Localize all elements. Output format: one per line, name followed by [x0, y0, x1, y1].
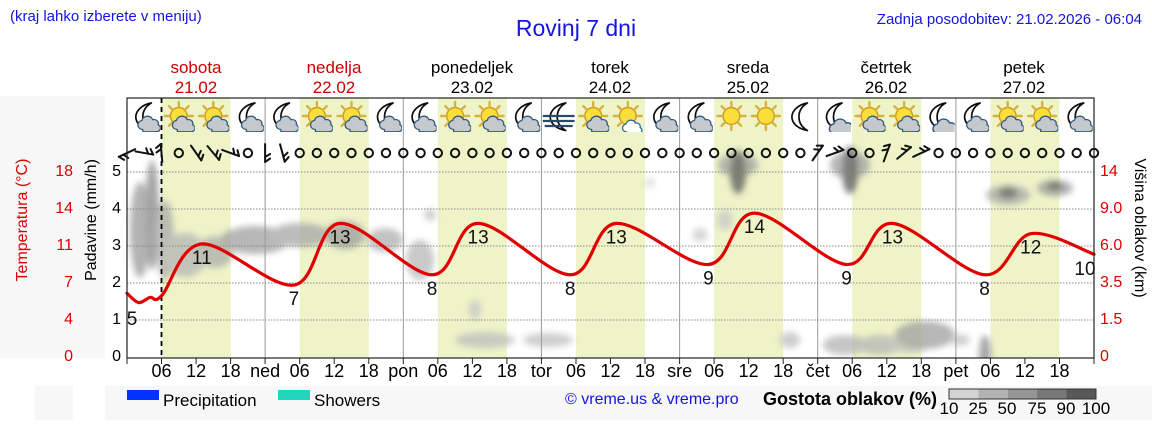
- svg-text:06: 06: [151, 361, 171, 381]
- svg-text:18: 18: [497, 361, 517, 381]
- svg-text:ned: ned: [250, 361, 280, 381]
- svg-text:12: 12: [462, 361, 482, 381]
- svg-text:12: 12: [877, 361, 897, 381]
- svg-text:pet: pet: [943, 361, 968, 381]
- svg-text:12: 12: [739, 361, 759, 381]
- svg-text:12: 12: [600, 361, 620, 381]
- svg-text:06: 06: [980, 361, 1000, 381]
- svg-text:25: 25: [969, 399, 988, 418]
- svg-text:pon: pon: [388, 361, 418, 381]
- svg-text:06: 06: [842, 361, 862, 381]
- svg-text:06: 06: [428, 361, 448, 381]
- svg-text:06: 06: [566, 361, 586, 381]
- svg-text:50: 50: [998, 399, 1017, 418]
- svg-text:18: 18: [773, 361, 793, 381]
- svg-text:10: 10: [940, 399, 959, 418]
- svg-text:06: 06: [704, 361, 724, 381]
- svg-text:18: 18: [221, 361, 241, 381]
- svg-text:tor: tor: [531, 361, 552, 381]
- svg-text:18: 18: [635, 361, 655, 381]
- svg-text:18: 18: [359, 361, 379, 381]
- svg-text:čet: čet: [806, 361, 830, 381]
- svg-text:18: 18: [911, 361, 931, 381]
- svg-text:06: 06: [290, 361, 310, 381]
- svg-text:100: 100: [1082, 399, 1110, 418]
- svg-text:90: 90: [1057, 399, 1076, 418]
- svg-text:12: 12: [324, 361, 344, 381]
- svg-text:75: 75: [1028, 399, 1047, 418]
- svg-text:12: 12: [1015, 361, 1035, 381]
- svg-text:18: 18: [1049, 361, 1069, 381]
- svg-text:12: 12: [186, 361, 206, 381]
- svg-text:sre: sre: [667, 361, 692, 381]
